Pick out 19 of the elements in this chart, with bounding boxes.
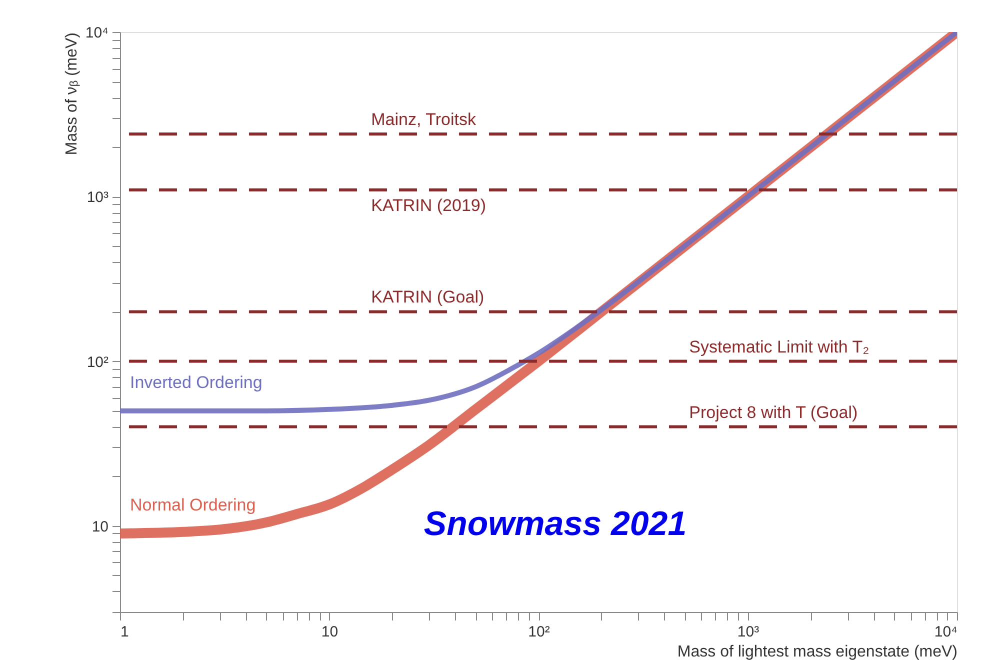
x-tick-label: 10 xyxy=(321,624,338,640)
ref-line-label: KATRIN (2019) xyxy=(371,196,486,215)
x-tick-label: 1 xyxy=(120,624,129,640)
y-tick-label: 10⁴ xyxy=(85,24,108,42)
ref-line-label: Project 8 with T (Goal) xyxy=(689,402,858,422)
ref-line-label: Mainz, Troitsk xyxy=(371,110,476,130)
x-tick-label: 10⁴ xyxy=(934,624,958,640)
y-tick-label: 10³ xyxy=(86,189,108,206)
x-tick-label: 10³ xyxy=(737,624,760,640)
y-tick-label: 10 xyxy=(92,518,108,536)
x-axis-title: Mass of lightest mass eigenstate (meV) xyxy=(677,644,958,660)
ref-line-label: KATRIN (Goal) xyxy=(371,288,484,307)
y-tick-label: 10² xyxy=(86,354,108,371)
series-label: Normal Ordering xyxy=(130,495,256,514)
x-tick-label: 10² xyxy=(528,624,550,640)
ref-line-label: Systematic Limit with T₂ xyxy=(689,337,870,356)
series-label: Inverted Ordering xyxy=(130,372,262,392)
y-axis-title: Mass of νᵦ (meV) xyxy=(63,32,80,156)
annotation: Snowmass 2021 xyxy=(424,505,687,543)
